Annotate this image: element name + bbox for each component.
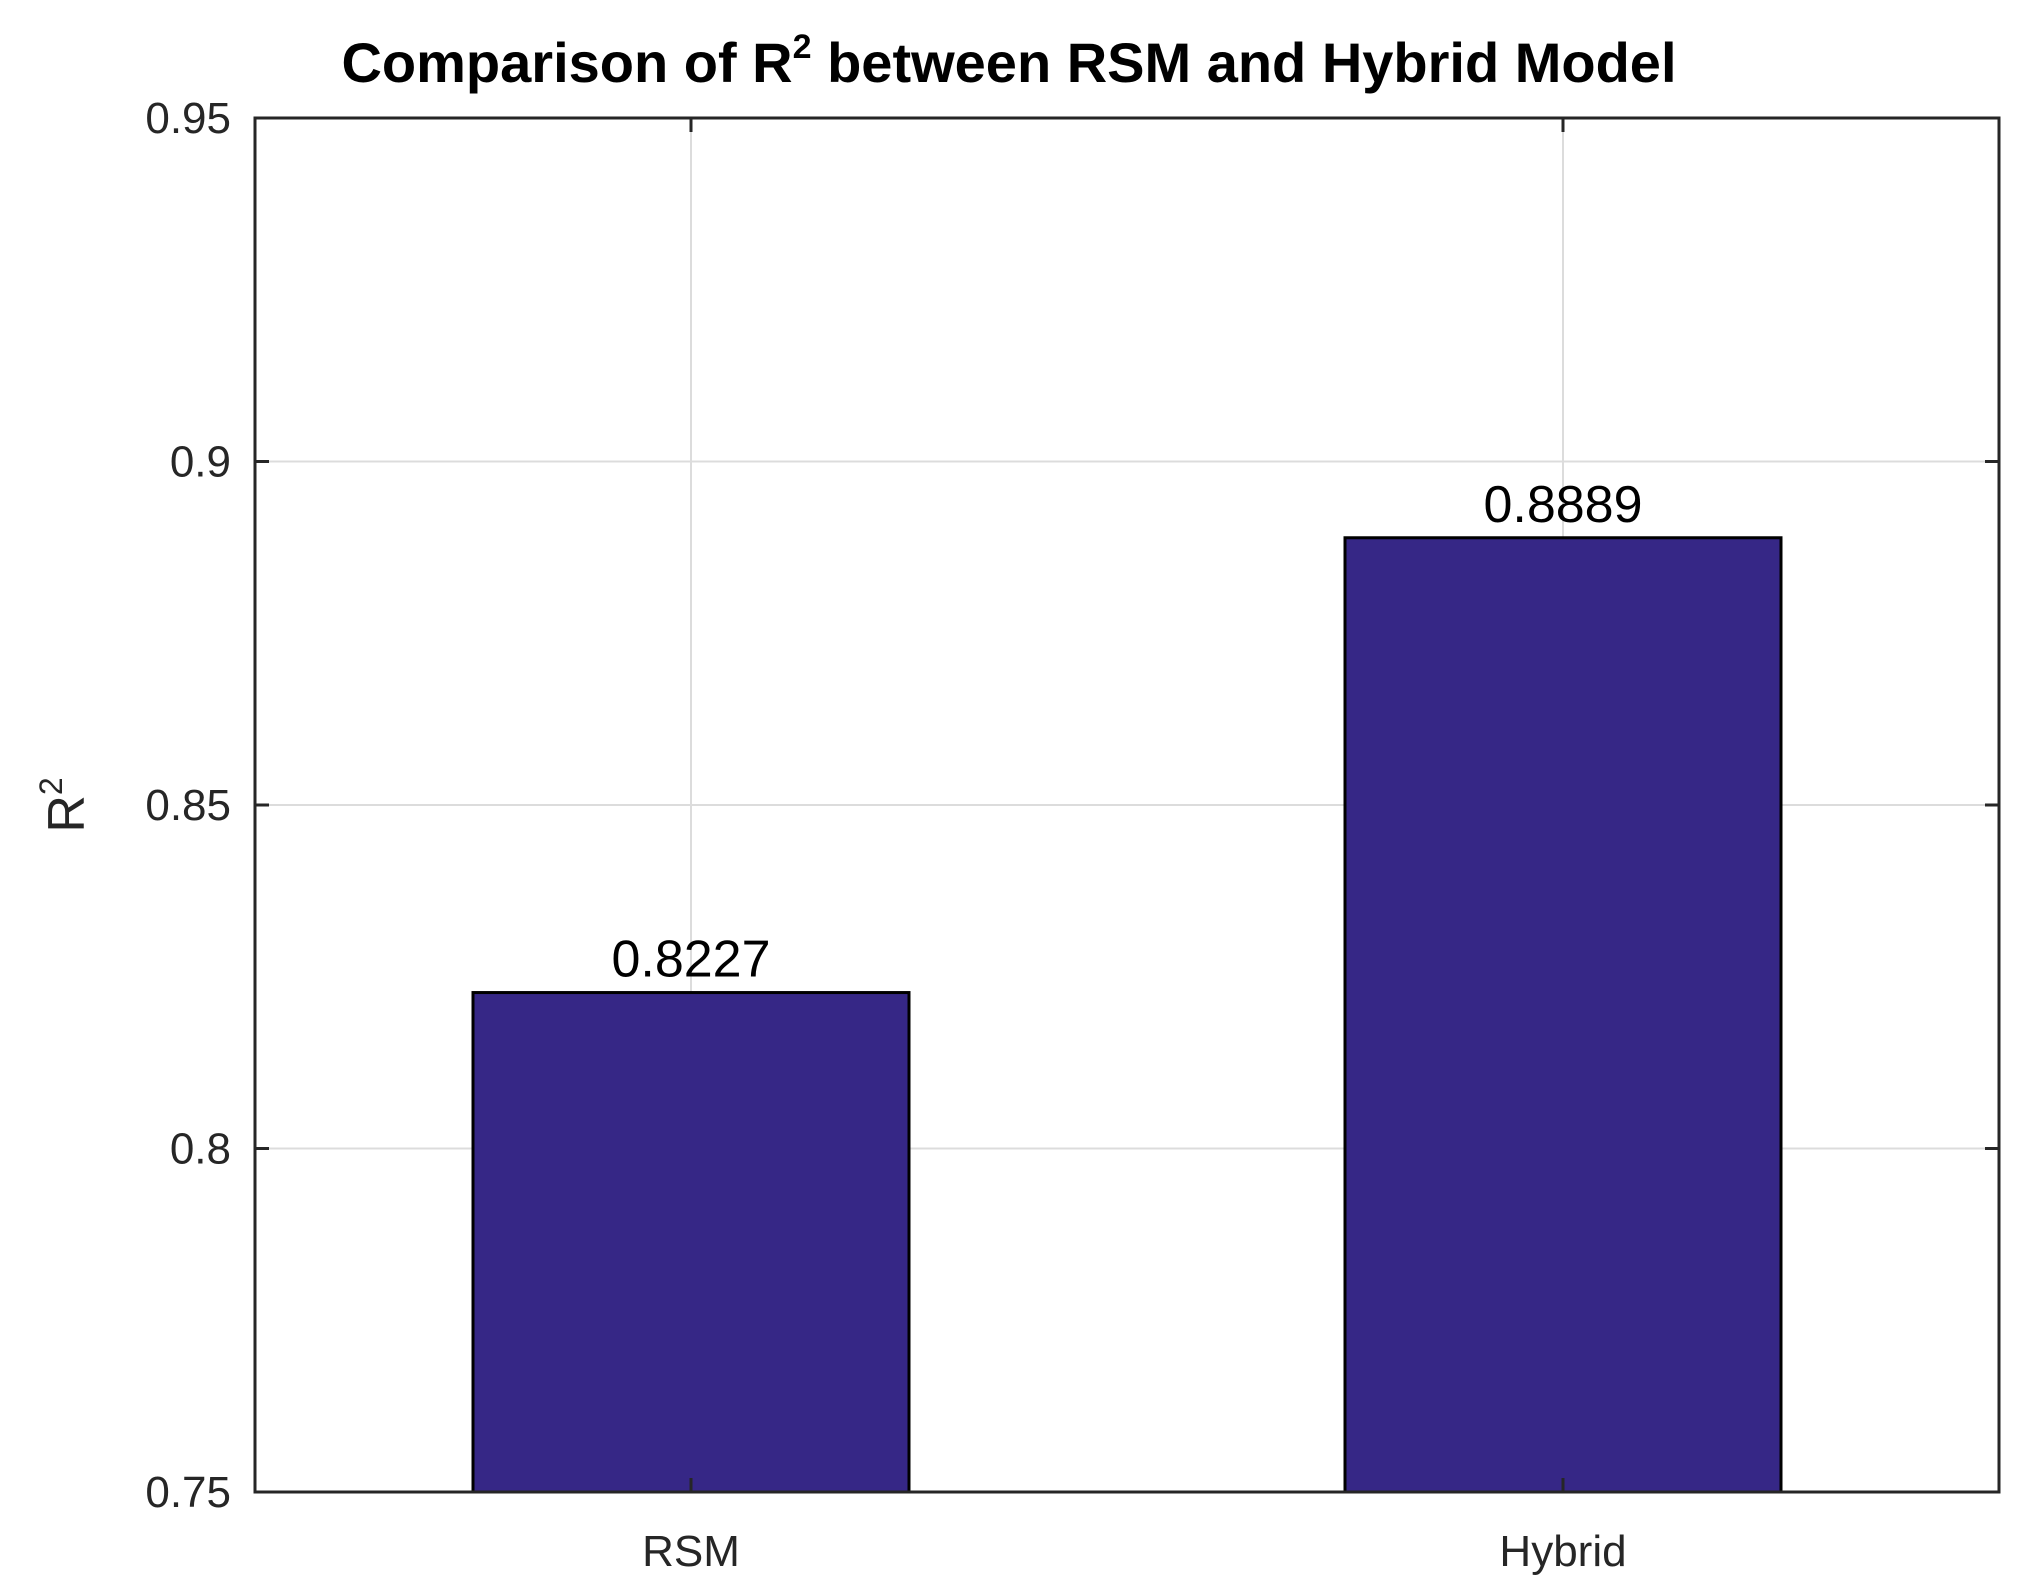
y-tick-label: 0.85 (145, 781, 231, 830)
bar-rsm (471, 991, 911, 1494)
bar-value-label: 0.8227 (611, 931, 770, 989)
x-category-labels: RSM Hybrid (642, 1527, 1626, 1576)
bars (471, 536, 1783, 1494)
bar-value-label: 0.8889 (1483, 476, 1642, 534)
x-category-label: Hybrid (1499, 1527, 1626, 1576)
y-tick-label: 0.9 (170, 438, 231, 487)
chart-title-prefix: Comparison of R (341, 31, 792, 94)
y-axis-label-superscript: 2 (33, 777, 69, 795)
data-labels: 0.8227 0.8889 (611, 476, 1642, 989)
y-tick-label: 0.8 (170, 1125, 231, 1174)
y-axis-label-base: R (38, 795, 96, 833)
y-tick-label: 0.75 (145, 1468, 231, 1517)
y-tick-label: 0.95 (145, 94, 231, 143)
bar-hybrid (1343, 536, 1783, 1494)
axis-ticks (255, 116, 1999, 1494)
y-axis-label: R2 (33, 777, 96, 832)
chart-title-suffix: between RSM and Hybrid Model (812, 31, 1677, 94)
chart-title-superscript: 2 (793, 28, 812, 66)
x-category-label: RSM (642, 1527, 740, 1576)
chart-title: Comparison of R2 between RSM and Hybrid … (341, 28, 1676, 94)
y-tick-labels: 0.75 0.8 0.85 0.9 0.95 (145, 94, 231, 1517)
